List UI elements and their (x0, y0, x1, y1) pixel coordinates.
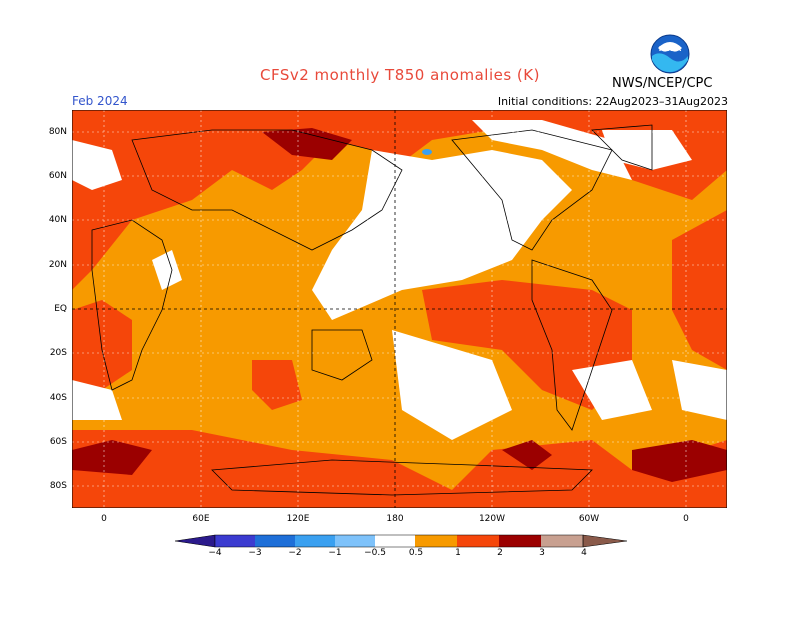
initial-conditions-label: Initial conditions: 22Aug2023–31Aug2023 (497, 95, 728, 108)
lon-label-0-east: 0 (683, 514, 689, 524)
neutral-regions (72, 120, 727, 440)
legend-label: 4 (581, 548, 587, 558)
legend-label: −4 (208, 548, 222, 558)
lat-label-60n: 60N (48, 171, 67, 181)
legend-swatch (255, 535, 295, 547)
lat-label-20n: 20N (48, 260, 67, 270)
legend-label: −1 (328, 548, 342, 558)
legend-arrow-high (582, 534, 627, 548)
color-legend (175, 534, 627, 548)
lon-label-180: 180 (386, 514, 404, 524)
legend-swatch (541, 535, 583, 547)
lat-label-eq: EQ (54, 304, 67, 314)
moderate-warm-regions (72, 110, 727, 508)
forecast-month-label: Feb 2024 (72, 94, 128, 108)
legend-swatch (215, 535, 255, 547)
lat-label-20s: 20S (49, 348, 67, 358)
lon-label-0: 0 (101, 514, 107, 524)
lon-label-60w: 60W (578, 514, 600, 524)
logo-text: NOAA (659, 45, 682, 53)
legend-label: −0.5 (364, 548, 386, 558)
strong-warm-regions (72, 128, 727, 482)
anomaly-map (72, 110, 727, 508)
legend-swatch (499, 535, 541, 547)
lat-label-80n: 80N (48, 127, 67, 137)
lat-label-60s: 60S (49, 437, 67, 447)
legend-label: 1 (455, 548, 461, 558)
cool-spot (422, 149, 432, 155)
lon-label-120w: 120W (478, 514, 506, 524)
legend-swatch (335, 535, 375, 547)
lat-label-40n: 40N (48, 215, 67, 225)
legend-label: 2 (497, 548, 503, 558)
legend-label: −3 (248, 548, 262, 558)
legend-label: −2 (288, 548, 302, 558)
lon-label-60e: 60E (192, 514, 210, 524)
graticule (72, 110, 727, 508)
legend-swatch (457, 535, 499, 547)
chart-title: CFSv2 monthly T850 anomalies (K) (260, 66, 540, 84)
lat-label-80s: 80S (49, 481, 67, 491)
lat-label-40s: 40S (49, 393, 67, 403)
equator-dateline (72, 110, 727, 508)
legend-arrow-low (175, 534, 216, 548)
legend-label: 3 (539, 548, 545, 558)
legend-swatch (415, 535, 457, 547)
lon-label-120e: 120E (286, 514, 310, 524)
legend-swatch (295, 535, 335, 547)
legend-swatch (375, 535, 415, 547)
agency-label: NWS/NCEP/CPC (612, 76, 713, 91)
noaa-logo-icon: NOAA (650, 34, 690, 74)
legend-label: 0.5 (408, 548, 424, 558)
